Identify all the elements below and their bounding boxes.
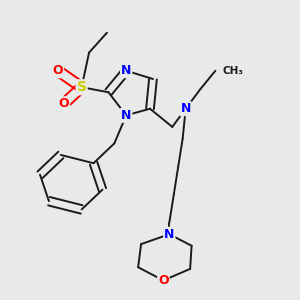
Text: CH₃: CH₃ (223, 66, 244, 76)
Text: O: O (58, 97, 69, 110)
Text: O: O (158, 274, 169, 287)
Text: N: N (164, 228, 175, 241)
Text: O: O (52, 64, 63, 77)
Text: N: N (181, 102, 191, 115)
Text: N: N (121, 64, 131, 77)
Text: N: N (121, 109, 131, 122)
Text: S: S (76, 80, 87, 94)
